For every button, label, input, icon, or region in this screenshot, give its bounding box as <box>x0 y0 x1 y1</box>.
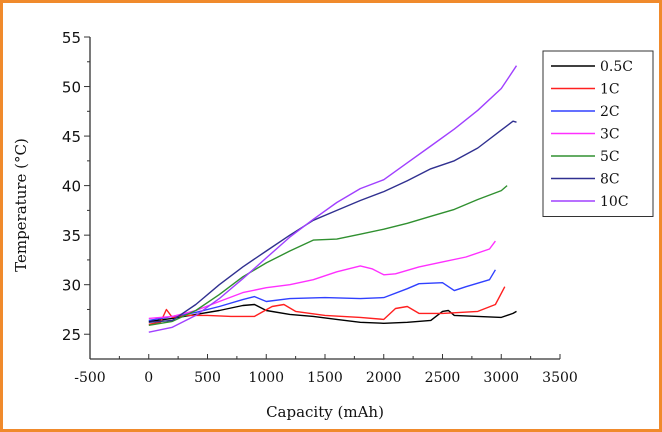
series-line-8C <box>148 120 517 323</box>
x-tick-label: 1500 <box>307 370 343 386</box>
legend-label: 3C <box>600 127 620 143</box>
series-line-0.5C <box>148 303 517 324</box>
y-axis-label: Temperature (°C) <box>12 138 30 272</box>
x-tick-label: -500 <box>74 370 105 386</box>
x-tick-label: 3000 <box>483 370 519 386</box>
x-tick-label: 3500 <box>542 370 578 386</box>
x-tick-label: 2500 <box>425 370 461 386</box>
legend-label: 0.5C <box>600 59 633 75</box>
axes: 25 30 35 40 45 50 55 -500 0 500 1000 1500 2000 2500 30… <box>62 29 578 386</box>
x-axis-label: Capacity (mAh) <box>266 403 384 421</box>
x-tick-label: 1000 <box>248 370 284 386</box>
series-line-10C <box>148 65 518 333</box>
series-line-1C <box>148 286 506 325</box>
series-lines <box>148 65 518 333</box>
x-tick-label: 0 <box>144 370 153 386</box>
legend-label: 2C <box>600 104 620 120</box>
x-tick-label: 2000 <box>366 370 402 386</box>
y-tick-label: 35 <box>62 227 81 245</box>
y-tick-label: 25 <box>62 326 81 344</box>
legend-label: 1C <box>600 82 620 98</box>
x-tick-label: 500 <box>194 370 221 386</box>
legend: 0.5C 1C 2C 3C 5C 8C 10C <box>542 50 654 217</box>
legend-label: 8C <box>600 172 620 188</box>
series-line-5C <box>148 185 508 326</box>
y-tick-label: 45 <box>62 128 81 146</box>
legend-label: 10C <box>600 194 629 210</box>
y-tick-label: 30 <box>62 277 81 295</box>
y-tick-label: 50 <box>62 79 81 97</box>
y-tick-label: 40 <box>62 178 81 196</box>
legend-label: 5C <box>600 149 620 165</box>
y-tick-label: 55 <box>62 29 81 47</box>
series-line-3C <box>148 240 496 320</box>
series-line-2C <box>148 269 497 322</box>
